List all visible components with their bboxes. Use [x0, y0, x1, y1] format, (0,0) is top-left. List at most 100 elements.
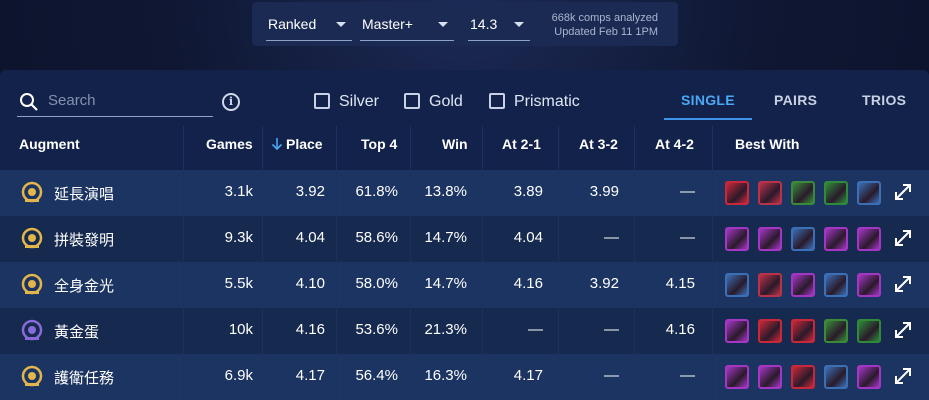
table-row[interactable]: 護衛任務 6.9k 4.17 56.4% 16.3% 4.17 — — [0, 354, 929, 400]
expand-icon[interactable] [893, 366, 913, 386]
column-divider [183, 126, 184, 400]
column-divider [482, 126, 483, 400]
expand-icon[interactable] [893, 182, 913, 202]
augment-name[interactable]: 全身金光 [54, 278, 115, 295]
col-win[interactable]: Win [442, 136, 468, 152]
cell-at21: 3.89 [513, 183, 543, 200]
cell-place: 4.04 [295, 229, 325, 246]
silver-checkbox[interactable]: Silver [314, 92, 379, 112]
champion-icon[interactable] [758, 273, 782, 297]
patch-select[interactable]: 14.3 [468, 10, 530, 41]
rank-select[interactable]: Master+ [360, 10, 454, 41]
search-input[interactable]: Search [17, 88, 213, 117]
cell-games: 5.5k [224, 275, 253, 292]
col-best-with: Best With [735, 136, 800, 152]
cell-at32: — [604, 229, 619, 246]
champion-icon[interactable] [857, 365, 881, 389]
champion-icon[interactable] [791, 273, 815, 297]
augment-name[interactable]: 黃金蛋 [54, 324, 100, 341]
cell-place: 4.17 [295, 367, 325, 384]
augment-name[interactable]: 延長演唱 [54, 186, 115, 203]
comps-analyzed: 668k comps analyzed [551, 12, 658, 24]
col-at32[interactable]: At 3-2 [579, 136, 618, 152]
chevron-down-icon [336, 22, 346, 27]
champion-icon[interactable] [824, 273, 848, 297]
tab-trios[interactable]: TRIOS [862, 92, 907, 108]
champion-icon[interactable] [725, 181, 749, 205]
table-row[interactable]: 拼裝發明 9.3k 4.04 58.6% 14.7% 4.04 — — [0, 216, 929, 262]
cell-games: 3.1k [224, 183, 253, 200]
champion-icon[interactable] [824, 227, 848, 251]
table-row[interactable]: 黃金蛋 10k 4.16 53.6% 21.3% — — 4.16 [0, 308, 929, 354]
col-at42[interactable]: At 4-2 [655, 136, 694, 152]
augment-icon [20, 318, 44, 342]
column-divider [262, 126, 263, 400]
expand-icon[interactable] [893, 228, 913, 248]
col-at21[interactable]: At 2-1 [502, 136, 541, 152]
champion-icon[interactable] [758, 365, 782, 389]
champion-icon[interactable] [857, 319, 881, 343]
chevron-down-icon [438, 22, 448, 27]
champion-icon[interactable] [791, 319, 815, 343]
mode-select[interactable]: Ranked [266, 10, 352, 41]
cell-at32: 3.92 [589, 275, 619, 292]
column-divider [712, 126, 713, 400]
column-divider [410, 126, 411, 400]
table-row[interactable]: 全身金光 5.5k 4.10 58.0% 14.7% 4.16 3.92 4.15 [0, 262, 929, 308]
cell-win: 21.3% [424, 321, 467, 338]
champion-icon[interactable] [758, 181, 782, 205]
stats-info: 668k comps analyzed Updated Feb 11 1PM [552, 11, 658, 39]
champion-icon[interactable] [725, 319, 749, 343]
champion-icon[interactable] [758, 227, 782, 251]
champion-icon[interactable] [725, 365, 749, 389]
cell-games: 6.9k [224, 367, 253, 384]
champion-icon[interactable] [791, 181, 815, 205]
checkbox-box [489, 93, 505, 109]
expand-icon[interactable] [893, 274, 913, 294]
gold-checkbox[interactable]: Gold [404, 92, 463, 112]
champion-icon[interactable] [791, 227, 815, 251]
col-top4[interactable]: Top 4 [361, 136, 398, 152]
column-divider [634, 126, 635, 400]
chevron-down-icon [514, 22, 524, 27]
augment-icon [20, 180, 44, 204]
prismatic-checkbox[interactable]: Prismatic [489, 92, 580, 112]
cell-win: 14.7% [424, 275, 467, 292]
cell-top4: 58.6% [355, 229, 398, 246]
patch-select-value: 14.3 [470, 16, 498, 32]
champion-icon[interactable] [857, 227, 881, 251]
cell-at21: 4.16 [513, 275, 543, 292]
expand-icon[interactable] [893, 320, 913, 340]
col-augment[interactable]: Augment [19, 136, 80, 152]
champion-icon[interactable] [725, 273, 749, 297]
champion-icon[interactable] [857, 181, 881, 205]
gold-label: Gold [429, 93, 463, 110]
search-placeholder: Search [48, 92, 96, 109]
prismatic-label: Prismatic [514, 93, 580, 110]
cell-top4: 58.0% [355, 275, 398, 292]
tab-pairs[interactable]: PAIRS [774, 92, 818, 108]
champion-icon[interactable] [791, 365, 815, 389]
col-games[interactable]: Games [206, 136, 253, 152]
augment-icon [20, 226, 44, 250]
col-place[interactable]: Place [271, 136, 323, 152]
champion-icon[interactable] [758, 319, 782, 343]
cell-at21: 4.04 [513, 229, 543, 246]
cell-at42: 4.16 [665, 321, 695, 338]
augment-name[interactable]: 拼裝發明 [54, 232, 115, 249]
champion-icon[interactable] [824, 319, 848, 343]
tab-single[interactable]: SINGLE [681, 92, 735, 108]
column-divider [558, 126, 559, 400]
info-icon[interactable]: i [222, 93, 240, 111]
augment-name[interactable]: 護衛任務 [54, 370, 115, 387]
champion-icon[interactable] [824, 181, 848, 205]
table-row[interactable]: 延長演唱 3.1k 3.92 61.8% 13.8% 3.89 3.99 — [0, 170, 929, 216]
champion-icon[interactable] [824, 365, 848, 389]
augment-icon [20, 364, 44, 388]
champion-icon[interactable] [857, 273, 881, 297]
cell-top4: 61.8% [355, 183, 398, 200]
champion-icon[interactable] [725, 227, 749, 251]
cell-at42: — [680, 183, 695, 200]
cell-at42: — [680, 229, 695, 246]
updated-time: Updated Feb 11 1PM [554, 26, 658, 38]
